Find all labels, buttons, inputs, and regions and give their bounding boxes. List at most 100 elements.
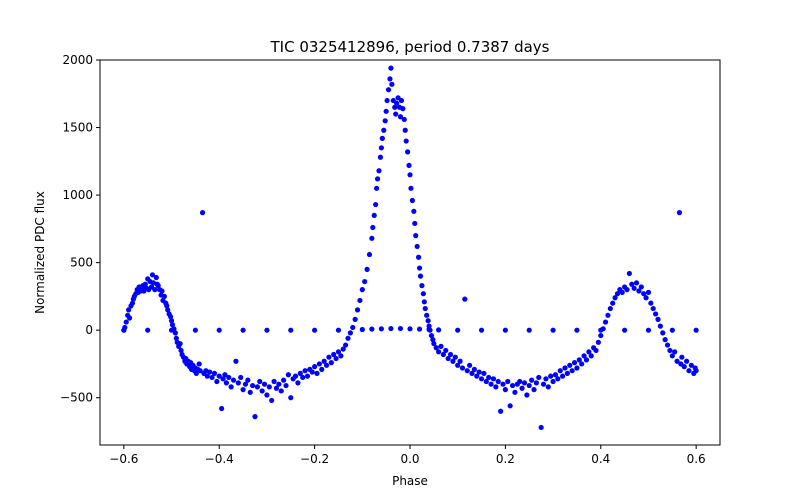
data-point — [245, 377, 251, 383]
data-point — [420, 291, 426, 297]
data-point — [614, 291, 621, 297]
data-point — [359, 287, 365, 293]
data-point — [288, 395, 294, 401]
data-point — [414, 243, 420, 250]
data-point — [598, 327, 604, 333]
data-point — [392, 104, 398, 110]
data-point — [693, 368, 699, 374]
data-point — [269, 397, 275, 404]
data-point — [374, 176, 381, 182]
data-point — [478, 327, 485, 333]
data-point — [517, 378, 523, 385]
data-point — [681, 364, 687, 370]
data-point — [345, 335, 351, 341]
x-tick-label: −0.2 — [300, 452, 329, 466]
x-tick-label: 0.4 — [591, 452, 610, 466]
data-point — [240, 387, 246, 393]
data-point — [519, 385, 525, 391]
data-point — [129, 300, 136, 306]
data-point — [641, 291, 647, 297]
data-point — [667, 347, 673, 354]
y-axis: −500 0 500 1000 1500 2000 — [60, 53, 100, 405]
data-point — [662, 337, 668, 343]
data-point — [564, 370, 570, 376]
data-point — [588, 353, 594, 359]
x-tick-label: −0.6 — [109, 452, 138, 466]
data-point — [440, 351, 446, 358]
data-point — [455, 362, 461, 368]
data-point — [408, 185, 414, 191]
data-point — [471, 366, 477, 372]
data-point — [335, 349, 342, 355]
data-point — [593, 347, 599, 354]
data-point — [264, 392, 270, 398]
data-point — [223, 380, 229, 386]
data-point — [364, 266, 370, 272]
data-point — [428, 332, 435, 339]
data-point — [168, 327, 175, 333]
data-point — [457, 358, 463, 364]
data-point — [283, 382, 289, 389]
data-point — [550, 378, 556, 385]
data-point — [394, 100, 400, 106]
data-point — [576, 357, 582, 363]
data-point — [655, 316, 661, 322]
y-tick-label: 0 — [85, 323, 93, 337]
data-point — [304, 373, 311, 379]
data-point — [548, 373, 554, 379]
y-axis-label: Normalized PDC flux — [33, 191, 47, 314]
data-point — [357, 297, 363, 304]
data-point — [257, 378, 263, 385]
data-point — [560, 373, 566, 379]
data-point — [340, 346, 346, 352]
data-point — [624, 287, 630, 293]
data-point — [252, 414, 258, 420]
x-tick-label: 0.2 — [496, 452, 515, 466]
data-point — [521, 380, 528, 386]
data-point — [319, 366, 325, 372]
data-point — [328, 360, 334, 366]
data-point — [278, 388, 284, 394]
data-point — [264, 327, 270, 333]
data-point — [419, 283, 425, 289]
data-point — [664, 342, 671, 348]
data-point — [347, 330, 353, 336]
data-point — [505, 378, 511, 385]
data-point — [167, 314, 174, 320]
data-point — [371, 212, 377, 218]
data-point — [579, 361, 585, 367]
data-point — [531, 387, 537, 393]
data-point — [366, 251, 373, 258]
data-point — [643, 295, 649, 301]
data-point — [605, 312, 611, 318]
data-point — [445, 355, 451, 362]
data-point — [493, 384, 499, 390]
data-point — [145, 327, 151, 333]
data-point — [581, 353, 587, 359]
x-tick-label: −0.4 — [205, 452, 234, 466]
data-point — [226, 374, 232, 381]
data-point — [478, 376, 485, 382]
data-point — [688, 362, 694, 368]
data-point — [219, 405, 225, 412]
data-point — [379, 135, 385, 141]
data-point — [271, 378, 277, 385]
data-point — [452, 354, 458, 360]
data-point — [650, 305, 656, 312]
data-point — [672, 349, 678, 355]
data-point — [323, 362, 330, 368]
data-point — [669, 353, 675, 359]
data-point — [443, 347, 449, 354]
data-point — [220, 376, 226, 382]
data-point — [123, 319, 129, 325]
data-point — [629, 281, 635, 287]
data-point — [411, 208, 417, 214]
data-point — [500, 381, 506, 387]
data-point — [459, 365, 466, 371]
data-point — [152, 287, 158, 293]
data-point — [412, 220, 418, 227]
data-point — [631, 285, 637, 291]
data-point — [222, 372, 228, 378]
data-point — [155, 283, 161, 289]
data-point — [196, 361, 202, 367]
